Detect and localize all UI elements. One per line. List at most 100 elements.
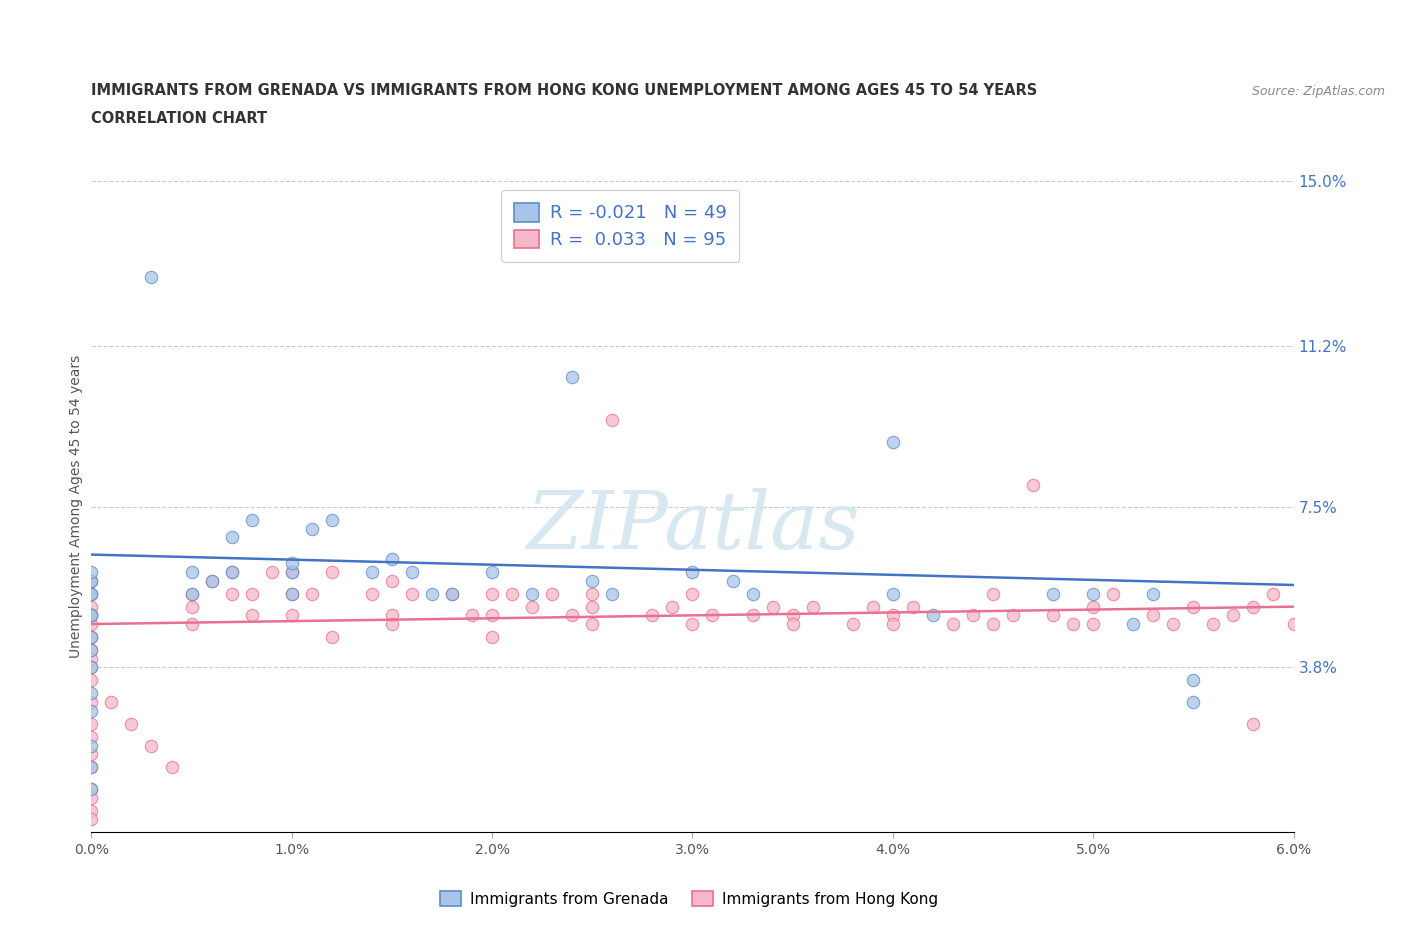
Point bbox=[1142, 586, 1164, 601]
Point bbox=[841, 617, 863, 631]
Point bbox=[681, 617, 703, 631]
Point bbox=[922, 608, 945, 623]
Point bbox=[681, 586, 703, 601]
Text: CORRELATION CHART: CORRELATION CHART bbox=[91, 111, 267, 126]
Point bbox=[440, 586, 463, 601]
Point bbox=[1062, 617, 1084, 631]
Point bbox=[80, 760, 103, 775]
Point bbox=[240, 512, 263, 527]
Point bbox=[221, 565, 243, 579]
Point bbox=[80, 599, 103, 614]
Point bbox=[481, 608, 503, 623]
Point bbox=[381, 551, 404, 566]
Point bbox=[180, 586, 202, 601]
Point bbox=[221, 530, 243, 545]
Point bbox=[702, 608, 724, 623]
Point bbox=[1102, 586, 1125, 601]
Point bbox=[80, 716, 103, 731]
Point bbox=[1083, 599, 1105, 614]
Point bbox=[221, 586, 243, 601]
Point bbox=[80, 608, 103, 623]
Text: IMMIGRANTS FROM GRENADA VS IMMIGRANTS FROM HONG KONG UNEMPLOYMENT AMONG AGES 45 : IMMIGRANTS FROM GRENADA VS IMMIGRANTS FR… bbox=[91, 83, 1038, 98]
Point bbox=[160, 760, 183, 775]
Point bbox=[121, 716, 143, 731]
Point bbox=[360, 565, 382, 579]
Point bbox=[882, 434, 904, 449]
Point bbox=[481, 586, 503, 601]
Point bbox=[80, 790, 103, 805]
Point bbox=[321, 512, 343, 527]
Point bbox=[581, 586, 603, 601]
Point bbox=[882, 586, 904, 601]
Point bbox=[80, 630, 103, 644]
Point bbox=[1263, 586, 1285, 601]
Point bbox=[581, 599, 603, 614]
Point bbox=[80, 760, 103, 775]
Point bbox=[180, 586, 202, 601]
Point bbox=[281, 586, 304, 601]
Legend: Immigrants from Grenada, Immigrants from Hong Kong: Immigrants from Grenada, Immigrants from… bbox=[433, 885, 945, 913]
Point bbox=[901, 599, 924, 614]
Point bbox=[80, 812, 103, 827]
Point bbox=[80, 565, 103, 579]
Point bbox=[681, 565, 703, 579]
Point bbox=[80, 804, 103, 818]
Point bbox=[240, 608, 263, 623]
Text: Source: ZipAtlas.com: Source: ZipAtlas.com bbox=[1251, 85, 1385, 98]
Point bbox=[80, 608, 103, 623]
Point bbox=[1022, 478, 1045, 493]
Point bbox=[602, 586, 624, 601]
Point bbox=[281, 556, 304, 571]
Point bbox=[381, 573, 404, 588]
Point bbox=[520, 599, 543, 614]
Point bbox=[80, 608, 103, 623]
Point bbox=[581, 573, 603, 588]
Point bbox=[862, 599, 884, 614]
Point bbox=[80, 781, 103, 796]
Point bbox=[1042, 586, 1064, 601]
Point bbox=[420, 586, 443, 601]
Point bbox=[260, 565, 283, 579]
Point bbox=[1083, 617, 1105, 631]
Point bbox=[80, 573, 103, 588]
Point bbox=[381, 608, 404, 623]
Point bbox=[741, 586, 763, 601]
Point bbox=[281, 608, 304, 623]
Point bbox=[321, 565, 343, 579]
Point bbox=[80, 747, 103, 762]
Point bbox=[942, 617, 965, 631]
Point bbox=[80, 729, 103, 744]
Point bbox=[201, 573, 224, 588]
Point bbox=[641, 608, 664, 623]
Point bbox=[180, 565, 202, 579]
Point bbox=[80, 608, 103, 623]
Point bbox=[561, 369, 583, 384]
Point bbox=[80, 660, 103, 675]
Point bbox=[240, 586, 263, 601]
Point bbox=[80, 630, 103, 644]
Point bbox=[80, 586, 103, 601]
Point bbox=[1182, 673, 1205, 688]
Point bbox=[80, 573, 103, 588]
Point bbox=[981, 586, 1004, 601]
Point bbox=[1042, 608, 1064, 623]
Point bbox=[440, 586, 463, 601]
Point bbox=[481, 630, 503, 644]
Point bbox=[721, 573, 744, 588]
Point bbox=[782, 608, 804, 623]
Point bbox=[80, 695, 103, 710]
Point bbox=[281, 565, 304, 579]
Legend: R = -0.021   N = 49, R =  0.033   N = 95: R = -0.021 N = 49, R = 0.033 N = 95 bbox=[501, 191, 740, 261]
Point bbox=[221, 565, 243, 579]
Point bbox=[301, 521, 323, 536]
Point bbox=[581, 617, 603, 631]
Point bbox=[80, 660, 103, 675]
Point bbox=[1282, 617, 1305, 631]
Point bbox=[501, 586, 523, 601]
Point bbox=[1001, 608, 1024, 623]
Point bbox=[141, 270, 163, 285]
Point bbox=[1161, 617, 1184, 631]
Point bbox=[1243, 716, 1265, 731]
Point bbox=[1122, 617, 1144, 631]
Point bbox=[80, 586, 103, 601]
